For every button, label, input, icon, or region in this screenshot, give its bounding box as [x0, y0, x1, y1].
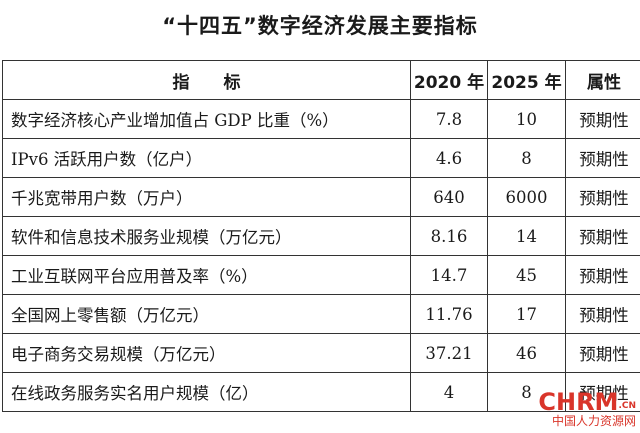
- logo-text: CHRM: [538, 388, 619, 416]
- table-row: 数字经济核心产业增加值占 GDP 比重（%） 7.8 10 预期性: [2, 99, 640, 139]
- value-2025: 10: [487, 99, 566, 139]
- value-2020: 4: [410, 372, 488, 412]
- logo-domain: .CN: [618, 401, 636, 411]
- header-2025: 2025 年: [487, 60, 566, 100]
- attribute: 预期性: [565, 216, 640, 256]
- indicators-table: 指 标 2020 年 2025 年 属性 数字经济核心产业增加值占 GDP 比重…: [2, 60, 640, 412]
- value-2020: 640: [410, 177, 488, 217]
- table-row: 电子商务交易规模（万亿元） 37.21 46 预期性: [2, 333, 640, 373]
- attribute: 预期性: [565, 138, 640, 178]
- value-2020: 37.21: [410, 333, 488, 373]
- attribute: 预期性: [565, 99, 640, 139]
- page-title: “十四五”数字经济发展主要指标: [162, 14, 478, 38]
- table-row: 千兆宽带用户数（万户） 640 6000 预期性: [2, 177, 640, 217]
- value-2025: 45: [487, 255, 566, 295]
- attribute: 预期性: [565, 255, 640, 295]
- indicator-name: 在线政务服务实名用户规模（亿）: [2, 372, 411, 412]
- chrm-logo: CHRM.CN: [538, 390, 636, 414]
- table-row: 全国网上零售额（万亿元） 11.76 17 预期性: [2, 294, 640, 334]
- header-2020: 2020 年: [410, 60, 488, 100]
- attribute: 预期性: [565, 372, 640, 412]
- indicator-name: 工业互联网平台应用普及率（%）: [2, 255, 411, 295]
- indicator-name: 全国网上零售额（万亿元）: [2, 294, 411, 334]
- indicator-name: 电子商务交易规模（万亿元）: [2, 333, 411, 373]
- value-2025: 46: [487, 333, 566, 373]
- value-2020: 8.16: [410, 216, 488, 256]
- value-2020: 14.7: [410, 255, 488, 295]
- watermark: CHRM.CN 中国人力资源网: [538, 390, 636, 427]
- table-header-row: 指 标 2020 年 2025 年 属性: [2, 60, 640, 100]
- attribute: 预期性: [565, 294, 640, 334]
- value-2020: 4.6: [410, 138, 488, 178]
- indicator-name: 千兆宽带用户数（万户）: [2, 177, 411, 217]
- table-row: 在线政务服务实名用户规模（亿） 4 8 预期性: [2, 372, 640, 412]
- value-2025: 17: [487, 294, 566, 334]
- header-attribute: 属性: [565, 60, 640, 100]
- table-row: IPv6 活跃用户数（亿户） 4.6 8 预期性: [2, 138, 640, 178]
- indicator-name: 软件和信息技术服务业规模（万亿元）: [2, 216, 411, 256]
- value-2020: 11.76: [410, 294, 488, 334]
- attribute: 预期性: [565, 333, 640, 373]
- attribute: 预期性: [565, 177, 640, 217]
- value-2020: 7.8: [410, 99, 488, 139]
- header-indicator: 指 标: [2, 60, 411, 100]
- watermark-text: 中国人力资源网: [551, 414, 636, 428]
- value-2025: 6000: [487, 177, 566, 217]
- table-row: 工业互联网平台应用普及率（%） 14.7 45 预期性: [2, 255, 640, 295]
- indicator-name: 数字经济核心产业增加值占 GDP 比重（%）: [2, 99, 411, 139]
- indicator-name: IPv6 活跃用户数（亿户）: [2, 138, 411, 178]
- value-2025: 14: [487, 216, 566, 256]
- value-2025: 8: [487, 138, 566, 178]
- table-row: 软件和信息技术服务业规模（万亿元） 8.16 14 预期性: [2, 216, 640, 256]
